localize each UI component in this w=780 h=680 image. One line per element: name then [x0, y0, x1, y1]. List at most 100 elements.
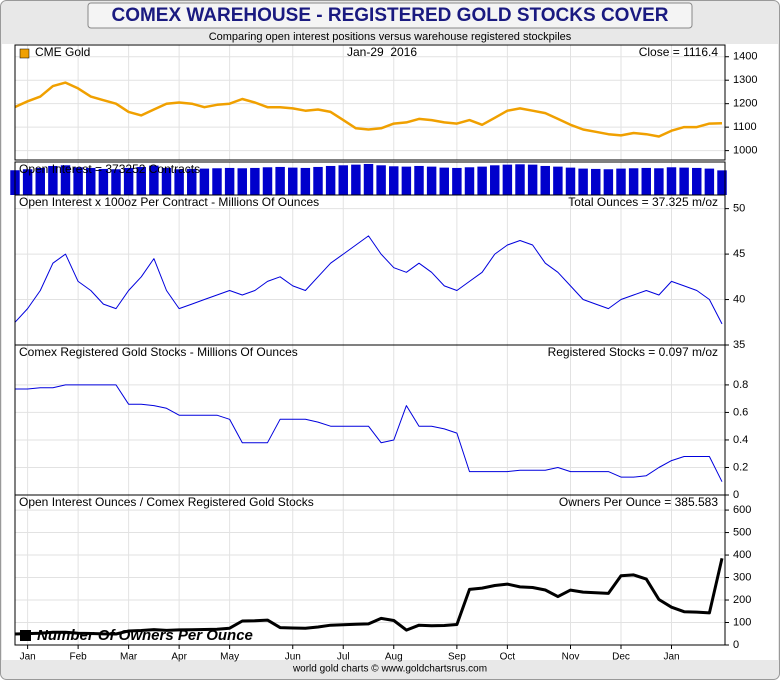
bar — [717, 170, 727, 195]
title-box — [87, 2, 693, 29]
x-tick-label: Jun — [285, 652, 301, 663]
bar — [439, 167, 449, 195]
y-tick-label: 45 — [733, 248, 745, 260]
bar — [98, 168, 109, 195]
bar — [578, 168, 588, 195]
date-label: Jan-29 2016 — [347, 45, 417, 59]
panel-annotation: Close = 1116.4 — [639, 45, 719, 59]
chart-title: COMEX WAREHOUSE - REGISTERED GOLD STOCKS… — [111, 5, 668, 26]
bar — [212, 168, 222, 195]
bar — [313, 166, 323, 195]
panel — [15, 45, 725, 160]
bar — [641, 167, 651, 195]
x-tick-label: Jul — [337, 652, 350, 663]
bar — [527, 164, 538, 195]
bar — [414, 165, 424, 195]
bar — [603, 169, 614, 195]
bar — [591, 168, 601, 195]
data-line — [14, 557, 724, 636]
bar — [654, 168, 664, 195]
x-tick-label: Apr — [171, 652, 187, 663]
bar — [376, 165, 386, 195]
y-tick-label: 1200 — [733, 98, 757, 110]
bar — [187, 168, 197, 195]
bar — [692, 167, 702, 195]
panel-border — [14, 494, 726, 646]
bar — [262, 167, 273, 195]
bar — [389, 166, 399, 195]
bar — [477, 166, 487, 195]
panel-title: Open Interest x 100oz Per Contract - Mil… — [19, 195, 319, 209]
y-tick-label: 1300 — [733, 74, 757, 86]
bar — [628, 168, 639, 195]
bar — [553, 166, 563, 195]
y-tick-label: 1400 — [733, 51, 757, 63]
panel-title: Open Interest Ounces / Comex Registered … — [19, 495, 314, 509]
y-tick-label: 100 — [733, 616, 751, 628]
y-tick-label: 0 — [733, 489, 739, 501]
x-tick-label: Jan — [663, 652, 679, 663]
x-tick-label: Dec — [612, 652, 630, 663]
bar — [363, 163, 374, 195]
bar — [161, 167, 172, 195]
bar — [565, 167, 576, 195]
bar — [464, 167, 475, 195]
bar — [149, 165, 159, 195]
panel-annotation: Total Ounces = 37.325 m/oz — [568, 195, 718, 209]
x-tick-label: Jan — [20, 652, 36, 663]
y-tick-label: 500 — [733, 526, 751, 538]
x-tick-label: Sep — [448, 652, 466, 663]
bar — [237, 168, 247, 195]
x-tick-label: Aug — [385, 652, 403, 663]
bar — [540, 165, 550, 195]
panel-annotation: Registered Stocks = 0.097 m/oz — [548, 345, 718, 359]
bar — [679, 167, 689, 195]
bar — [174, 169, 184, 195]
panel-title: Comex Registered Gold Stocks - Millions … — [19, 345, 298, 359]
bar — [123, 167, 134, 195]
legend-swatch — [19, 48, 30, 59]
bar — [86, 167, 96, 195]
legend-swatch — [20, 630, 31, 641]
bar — [666, 167, 677, 195]
x-tick-label: Feb — [70, 652, 88, 663]
bar — [452, 167, 462, 195]
data-line — [14, 235, 723, 325]
panel — [15, 495, 725, 645]
bar — [351, 164, 361, 195]
x-tick-label: Oct — [500, 652, 516, 663]
bar — [338, 165, 348, 195]
panel — [15, 195, 725, 345]
bar — [111, 169, 121, 195]
y-tick-label: 1100 — [733, 121, 757, 133]
y-tick-label: 0.4 — [733, 434, 748, 446]
bar — [136, 166, 146, 195]
panel — [15, 345, 725, 495]
bar — [300, 167, 311, 195]
x-tick-label: Mar — [120, 652, 138, 663]
footer: world gold charts © www.goldchartsrus.co… — [292, 664, 487, 675]
bar — [22, 169, 33, 195]
bar — [288, 167, 298, 195]
y-tick-label: 40 — [733, 293, 745, 305]
bar — [325, 165, 336, 195]
y-tick-label: 200 — [733, 594, 751, 606]
y-tick-label: 300 — [733, 571, 751, 583]
y-tick-label: 0.6 — [733, 406, 748, 418]
bar — [60, 165, 71, 195]
bar — [224, 167, 235, 195]
bar — [502, 164, 513, 195]
y-tick-label: 50 — [733, 203, 745, 215]
y-tick-label: 600 — [733, 504, 751, 516]
bar — [73, 167, 83, 195]
x-tick-label: Nov — [562, 652, 580, 663]
bar — [401, 166, 412, 195]
bar — [616, 168, 626, 195]
y-tick-label: 0.2 — [733, 461, 748, 473]
bar — [35, 167, 45, 195]
bar — [704, 168, 715, 195]
y-tick-label: 35 — [733, 339, 745, 351]
data-line — [14, 81, 723, 138]
